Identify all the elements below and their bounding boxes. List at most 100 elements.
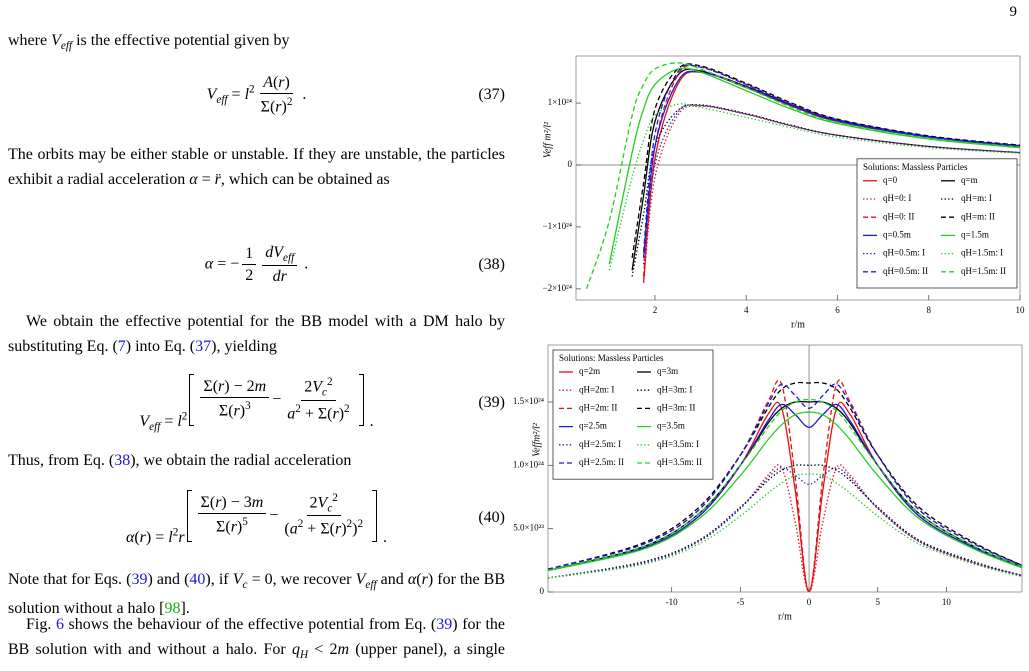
numerator: 2Vc2 — [306, 492, 341, 517]
text-run: and — [376, 571, 408, 588]
math-symbol: m — [254, 378, 267, 396]
text-run: 2 — [297, 518, 304, 531]
paragraph: We obtain the effective potential for th… — [8, 310, 505, 359]
legend-label: qH=2m: II — [579, 402, 617, 412]
superscript: 2 — [357, 518, 363, 530]
math-symbol: V — [139, 412, 150, 430]
paragraph: Thus, from Eq. (38), we obtain the radia… — [8, 449, 505, 474]
text-run: + Σ( — [300, 405, 333, 423]
text-run: ) — [352, 521, 358, 539]
equation-body: α = −1 2 dVeff dr . — [205, 244, 308, 286]
math-symbol: α — [204, 255, 214, 273]
plot-frame — [547, 344, 1023, 593]
curve — [585, 62, 1020, 290]
legend-label: qH=0.5m: II — [883, 266, 928, 276]
legend-label: q=2m — [579, 366, 600, 376]
legend-box — [856, 158, 1018, 289]
equation: Veff = l2 A(r) Σ(r)2 . (37) — [8, 63, 505, 127]
subscript: eff — [216, 94, 227, 106]
text-run: 2 — [172, 525, 179, 538]
math-symbol: r — [178, 528, 185, 546]
curve — [548, 381, 1022, 570]
text-run: ) into Eq. ( — [125, 337, 196, 355]
text-run: ) for the BB solution without a halo [ — [8, 571, 505, 618]
text-run: . — [300, 255, 309, 273]
plot-frame — [575, 55, 1021, 301]
equation: Veff = l2 Σ(r) − 2m Σ(r)3 − 2Vc2 a2 + Σ(r)2… — [8, 371, 505, 435]
math-symbol: V — [232, 571, 243, 588]
fraction: A(r) Σ(r)2 — [258, 74, 296, 117]
legend-title: Solutions: Massless Particles — [863, 162, 968, 172]
legend-label: qH=3.5m: II — [657, 457, 702, 467]
x-axis-label: r/m — [791, 319, 805, 330]
math-symbol: l — [168, 528, 173, 546]
curve — [548, 464, 1022, 579]
text-run: + Σ( — [303, 521, 335, 539]
math-symbol: r — [332, 405, 339, 423]
legend-label: qH=0.5m: I — [883, 248, 925, 258]
paragraph: The orbits may be either stable or unsta… — [8, 143, 505, 192]
text-run: = — [160, 412, 178, 430]
text-run: . — [379, 528, 388, 546]
math-symbol: c — [327, 502, 333, 515]
math-symbol: l — [244, 85, 250, 103]
legend-label: qH=m: II — [961, 211, 995, 221]
superscript: 2 — [295, 403, 301, 415]
legend-label: qH=3m: II — [657, 402, 695, 412]
legend-label: qH=1.5m: I — [961, 248, 1003, 258]
equation: α = −1 2 dVeff dr . (38) — [8, 233, 505, 297]
curve — [548, 398, 1022, 572]
text-run: 5 — [242, 516, 248, 529]
legend-label: q=m — [961, 175, 978, 185]
x-tick-label: 6 — [835, 305, 840, 315]
text-run: ), if — [205, 571, 233, 588]
denominator: Σ(r)2 — [258, 94, 296, 117]
text-run: − — [272, 390, 282, 408]
curve — [631, 63, 1020, 258]
paragraph: Note that for Eqs. (39) and (40), if Vc … — [8, 568, 505, 622]
math-symbol: m — [337, 640, 350, 658]
superscript: 2 — [327, 376, 333, 388]
x-tick-label: -5 — [737, 597, 745, 607]
math-symbol: α — [407, 571, 417, 588]
x-tick-label: 10 — [942, 597, 952, 607]
math-symbol: l — [177, 412, 182, 430]
superscript: 2 — [249, 83, 255, 95]
legend-label: qH=0: I — [883, 193, 911, 203]
legend: Solutions: Massless Particles q=2m q=3m qH=… — [552, 349, 714, 480]
subscript: eff — [365, 579, 376, 591]
superscript: 2 — [347, 518, 353, 530]
math-symbol: H — [299, 648, 309, 661]
equation-body: Veff = l2 A(r) Σ(r)2 . — [207, 74, 307, 117]
legend-title: Solutions: Massless Particles — [559, 353, 664, 363]
legend-label: q=3m — [657, 366, 678, 376]
denominator: 2 — [242, 265, 256, 285]
text-run: ) — [341, 521, 347, 539]
text-run: ) — [281, 98, 287, 116]
fraction: 2Vc2 a2 + Σ(r)2 — [284, 376, 352, 423]
math-symbol: r — [233, 402, 240, 420]
legend-label: qH=3m: I — [657, 384, 692, 394]
y-tick-label: 0 — [540, 586, 545, 596]
legend-label: qH=2m: I — [579, 384, 614, 394]
curve — [642, 64, 1020, 252]
subscript: eff — [283, 252, 294, 264]
text-run: ) − 3 — [221, 494, 252, 512]
legend-label: q=1.5m — [961, 229, 989, 239]
citation-link: 98 — [164, 600, 181, 618]
text-run: . — [365, 412, 374, 430]
text-run: ( — [272, 73, 279, 91]
chart-panel: -10 -5 0 5 10 0 5.0×10²³ 1.0×10²⁴ 1.5×10²⁴ r/m Vef… — [513, 344, 1023, 622]
x-tick-label: -10 — [666, 597, 678, 607]
curve — [548, 383, 1022, 570]
text-run: ) − 2 — [224, 378, 255, 396]
text-run: ), we obtain the radial acceleration — [130, 452, 352, 469]
denominator: Σ(r)5 — [213, 514, 251, 537]
superscript: 2 — [344, 403, 350, 415]
y-tick-label: 0 — [568, 159, 573, 169]
y-tick-label: 1.5×10²⁴ — [513, 396, 544, 406]
curve — [548, 464, 1022, 592]
math-symbol: r — [215, 494, 222, 512]
legend-label: q=0 — [883, 175, 898, 185]
